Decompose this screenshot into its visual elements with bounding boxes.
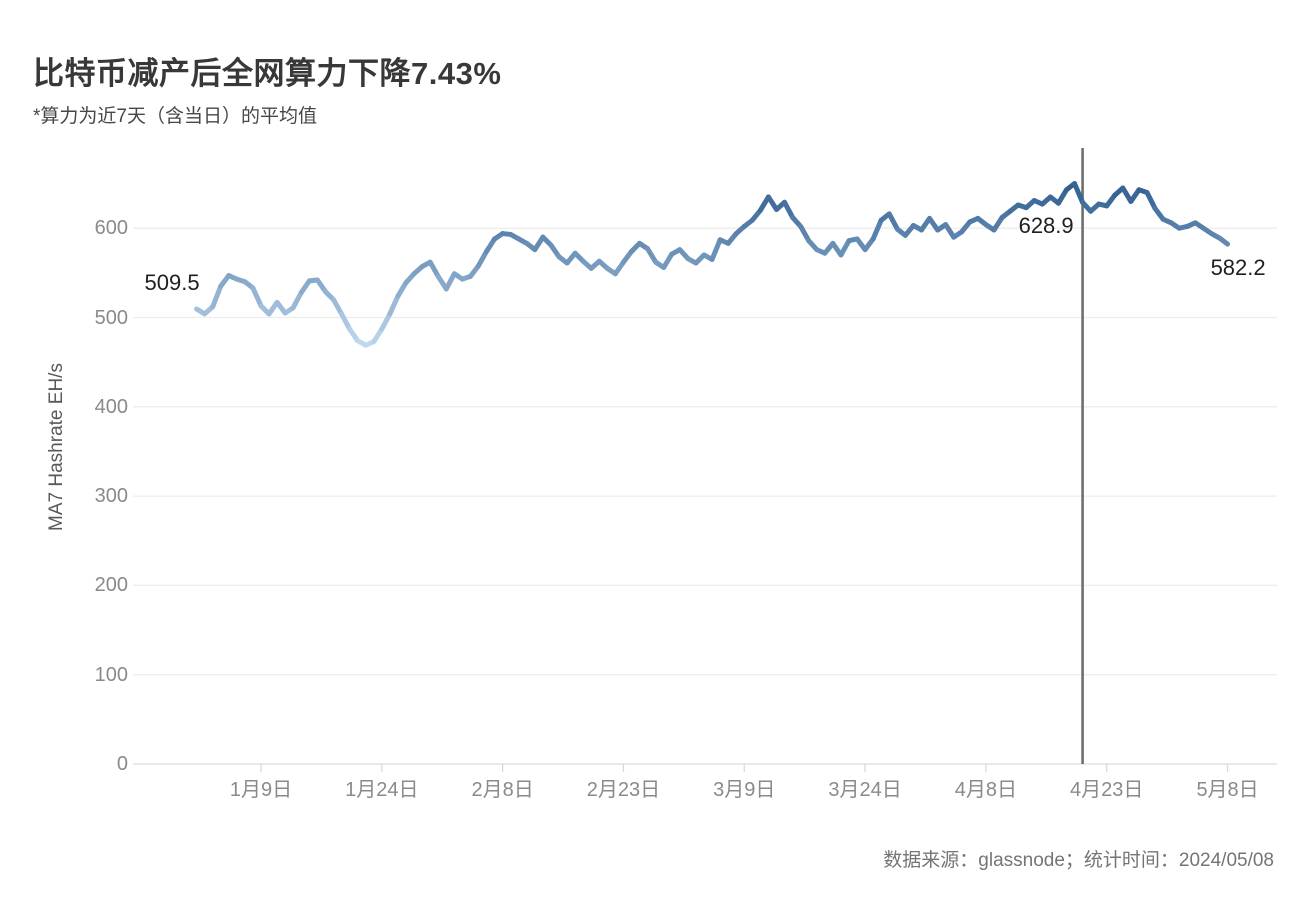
hashrate-line-segment bbox=[798, 223, 812, 244]
x-tick-label: 1月9日 bbox=[229, 779, 293, 801]
hashrate-line-segment bbox=[475, 248, 490, 269]
chart-subtitle: *算力为近7天（含当日）的平均值 bbox=[33, 106, 317, 127]
hashrate-line-segment bbox=[838, 238, 852, 258]
y-tick-label: 200 bbox=[94, 574, 128, 597]
hashrate-line-segment bbox=[661, 251, 675, 270]
x-tick-label: 2月8日 bbox=[471, 779, 534, 801]
hashrate-line-segment bbox=[782, 199, 796, 220]
annotation-628.9: 628.9 bbox=[1018, 213, 1074, 239]
hashrate-line-segment bbox=[1072, 181, 1086, 205]
hashrate-line-segment bbox=[290, 289, 304, 311]
y-tick-label: 100 bbox=[94, 663, 128, 686]
x-tick-label: 5月8日 bbox=[1196, 779, 1259, 801]
x-tick-label: 2月23日 bbox=[586, 779, 661, 801]
hashrate-line-segment bbox=[645, 246, 659, 265]
hashrate-line-segment bbox=[870, 217, 884, 242]
hashrate-line-segment bbox=[709, 237, 723, 262]
x-tick-label: 3月9日 bbox=[713, 779, 776, 801]
y-tick-label: 300 bbox=[94, 485, 128, 508]
chart-title: 比特币减产后全网算力下降7.43% bbox=[33, 56, 502, 91]
y-tick-label: 0 bbox=[116, 753, 128, 775]
hashrate-line-segment bbox=[387, 293, 401, 317]
hashrate-line-segment bbox=[250, 285, 264, 309]
hashrate-line-segment bbox=[1217, 235, 1231, 247]
hashrate-line-segment bbox=[210, 283, 224, 310]
hashrate-line-segment bbox=[427, 259, 441, 279]
x-tick-label: 3月24日 bbox=[828, 779, 902, 801]
y-tick-label: 500 bbox=[94, 306, 128, 329]
hashrate-line-segment bbox=[330, 297, 345, 317]
hashrate-line-segment bbox=[886, 211, 900, 232]
y-tick-label: 400 bbox=[94, 395, 128, 418]
hashrate-line-segment bbox=[395, 280, 409, 299]
x-tick-label: 4月23日 bbox=[1070, 779, 1144, 801]
annotation-509.5: 509.5 bbox=[144, 270, 200, 296]
x-tick-label: 4月8日 bbox=[954, 779, 1018, 801]
data-source-note: 数据来源：glassnode；统计时间：2024/05/08 bbox=[883, 850, 1274, 871]
hashrate-line-segment bbox=[379, 311, 393, 332]
hashrate-line-segment bbox=[1144, 189, 1158, 212]
hashrate-line-segment bbox=[443, 271, 457, 292]
x-tick-label: 1月24日 bbox=[345, 779, 419, 801]
hashrate-line-segment bbox=[1055, 187, 1069, 206]
y-tick-label: 600 bbox=[94, 217, 128, 240]
annotation-582.2: 582.2 bbox=[1210, 255, 1266, 281]
hashrate-line-segment bbox=[339, 311, 353, 332]
